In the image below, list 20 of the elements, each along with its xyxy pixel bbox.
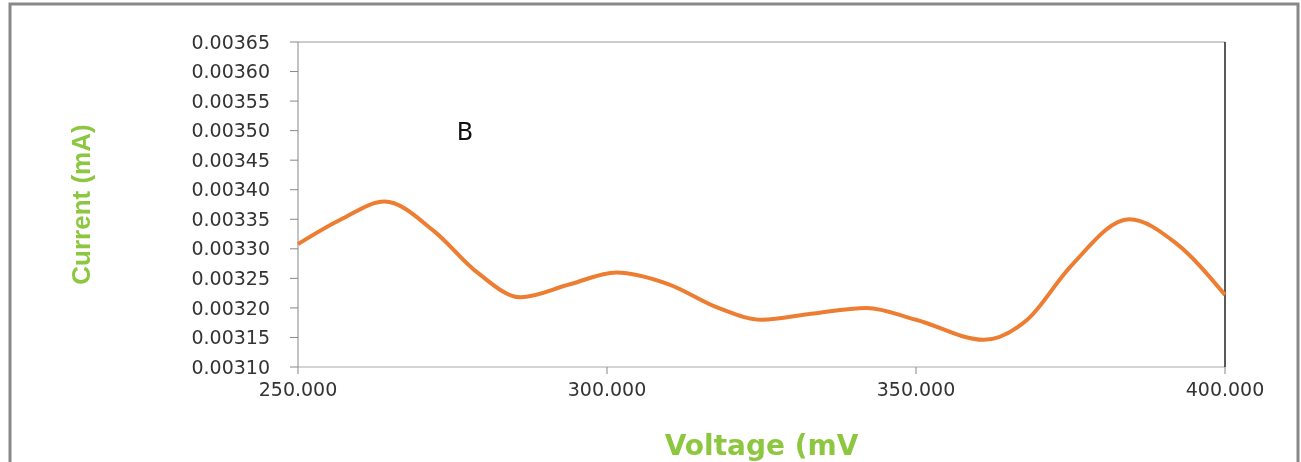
y-tick-label: 0.00360 (191, 60, 270, 83)
x-tick-label: 250.000 (258, 378, 338, 400)
x-tick-label: 400.000 (1185, 378, 1265, 400)
x-tick-label: 300.000 (567, 378, 647, 400)
x-tick-label: 350.000 (876, 378, 956, 400)
y-tick-label: 0.00330 (191, 237, 270, 260)
y-tick-label: 0.00320 (191, 296, 270, 319)
y-tick-label: 0.00315 (191, 326, 270, 349)
annotation: B (456, 118, 474, 146)
y-tick-label: 0.00310 (191, 355, 270, 378)
y-tick-label: 0.00335 (191, 207, 270, 230)
y-tick-label: 0.00345 (191, 148, 270, 171)
y-axis-title: Current (mA) (66, 124, 96, 285)
y-tick-label: 0.00350 (191, 119, 270, 142)
y-tick-label: 0.00355 (191, 89, 270, 112)
y-tick-label: 0.00340 (191, 178, 270, 201)
line-series (296, 199, 1227, 342)
x-axis-title: Voltage (mV (664, 429, 859, 462)
y-tick-label: 0.00325 (191, 267, 270, 290)
y-tick-label: 0.00365 (191, 30, 270, 53)
